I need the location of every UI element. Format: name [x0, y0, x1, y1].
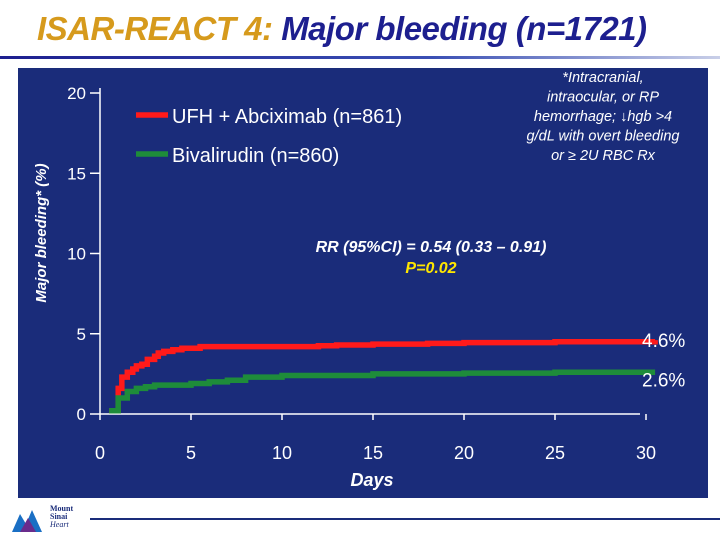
slide-title: ISAR-REACT 4: Major bleeding (n=1721): [37, 10, 647, 48]
ufh-abciximab-line: [109, 339, 658, 414]
logo-line-1: Mount: [50, 504, 74, 513]
footnote-line: hemorrhage; ↓hgb >4: [534, 109, 672, 125]
logo-mark-icon: [12, 510, 42, 532]
x-tick-label: 10: [272, 443, 292, 463]
legend-label: Bivalirudin (n=860): [172, 145, 339, 167]
bivalirudin-line: [109, 369, 656, 414]
footnote-line: or ≥ 2U RBC Rx: [551, 148, 656, 164]
chart-panel: 0 5 10 15 20 0 5 10 15 20 25 30 Days Major bleeding* …: [18, 68, 708, 498]
km-chart: 0 5 10 15 20 0 5 10 15 20 25 30 Days Major bleeding* …: [33, 70, 685, 490]
y-tick-label: 10: [67, 245, 86, 264]
logo-mark-accent-icon: [20, 518, 36, 532]
x-tick-label: 30: [636, 443, 656, 463]
footer-rule: [90, 518, 720, 520]
mount-sinai-logo: [12, 510, 42, 532]
title-underline: [0, 56, 720, 59]
x-tick-label: 15: [363, 443, 383, 463]
title-subject: Major bleeding (n=1721): [281, 10, 647, 47]
x-tick-label: 5: [186, 443, 196, 463]
x-tick-label: 25: [545, 443, 565, 463]
x-tick-label: 0: [95, 443, 105, 463]
y-tick-label: 15: [67, 164, 86, 183]
y-axis-title: Major bleeding* (%): [33, 163, 50, 302]
title-trial: ISAR-REACT 4:: [37, 10, 273, 47]
logo-line-3: Heart: [50, 520, 69, 529]
footnote-line: *Intracranial,: [562, 70, 643, 86]
y-tick-label: 0: [77, 405, 86, 424]
footnote-line: g/dL with overt bleeding: [527, 129, 680, 145]
x-axis-title: Days: [350, 470, 393, 490]
relative-risk-text: RR (95%CI) = 0.54 (0.33 – 0.91): [316, 239, 547, 256]
p-value-text: P=0.02: [405, 260, 456, 277]
end-label: 2.6%: [642, 370, 685, 391]
legend-label: UFH + Abciximab (n=861): [172, 106, 402, 128]
logo-line-2: Sinai: [50, 512, 68, 521]
logo-wordmark: Mount Sinai Heart: [50, 505, 73, 529]
footnote-line: intraocular, or RP: [547, 90, 659, 106]
y-tick-label: 20: [67, 84, 86, 103]
x-tick-label: 20: [454, 443, 474, 463]
end-label: 4.6%: [642, 331, 685, 352]
y-tick-label: 5: [77, 325, 86, 344]
